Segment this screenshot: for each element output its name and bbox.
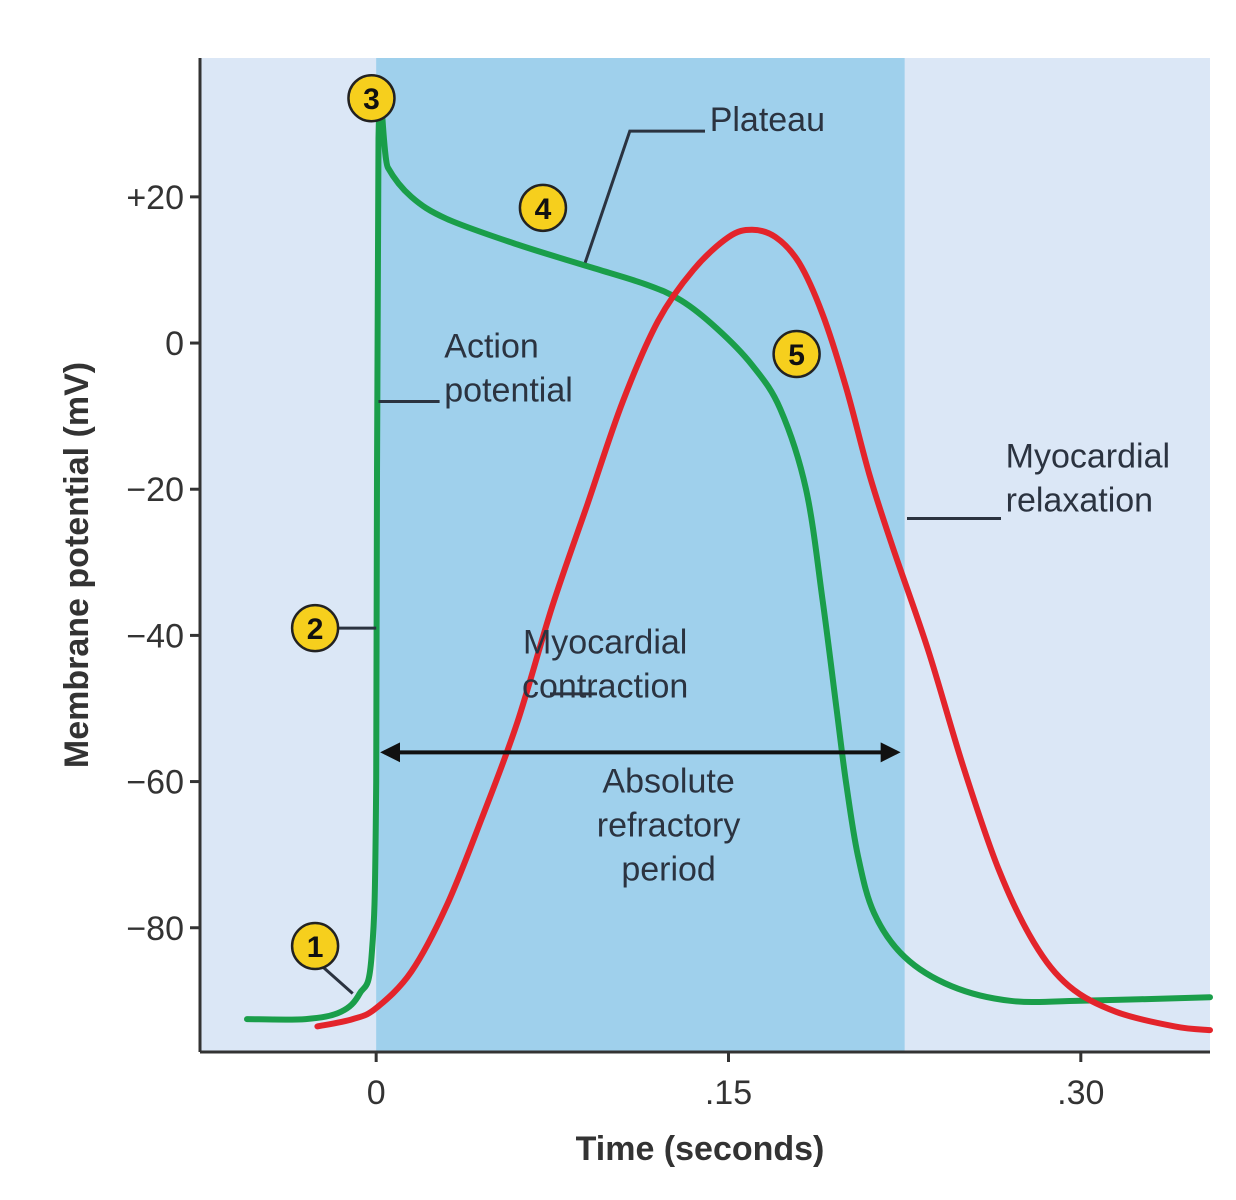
annotation-line: refractory [597,807,741,845]
step-marker-1 [290,921,340,971]
step-marker-5 [772,329,821,379]
y-tick-label: −20 [126,471,184,509]
annotation-line: Plateau [710,101,825,139]
absolute-refractory-period-label: Absolute refractory period [597,763,741,889]
x-tick-label: 0 [367,1074,386,1112]
y-axis-title: Membrane potential (mV) [58,362,96,768]
x-axis-title: Time (seconds) [576,1130,825,1168]
step-marker-number: 4 [535,193,552,226]
annotation-line: Action [444,328,538,366]
annotation-line: Myocardial [523,624,687,662]
annotation-line: potential [444,372,573,410]
annotation-line: relaxation [1006,481,1153,519]
myocardial-contraction-label: Myocardial contraction [522,624,688,706]
plateau-label: Plateau [710,101,825,139]
myocardial-contraction-line [314,226,1213,1034]
leader-line [583,129,705,264]
annotation-line: Absolute [602,763,734,801]
y-tick-label: 0 [165,325,184,363]
step-marker-number: 5 [788,339,805,372]
step-marker-2 [290,603,340,653]
annotation-line: Myocardial [1006,437,1170,475]
action-potential-label: Action potential [444,328,573,410]
step-marker-3 [347,73,396,123]
step-marker-number: 1 [307,931,324,964]
step-marker-number: 2 [307,613,324,646]
x-tick-label: .15 [705,1074,752,1112]
refractory-shaded-region [376,58,905,1052]
step-marker-4 [518,183,568,233]
y-tick-label: +20 [126,179,184,217]
annotation-line: contraction [522,668,688,706]
myocardial-relaxation-label: Myocardial relaxation [1006,437,1170,519]
step-marker-number: 3 [363,83,380,116]
annotation-line: period [621,851,716,889]
action-potential-line [244,94,1213,1023]
x-tick-label: .30 [1057,1074,1104,1112]
y-tick-label: −80 [126,910,184,948]
marker-leader-line [318,963,354,995]
y-tick-label: −40 [126,617,184,655]
y-tick-label: −60 [126,764,184,802]
